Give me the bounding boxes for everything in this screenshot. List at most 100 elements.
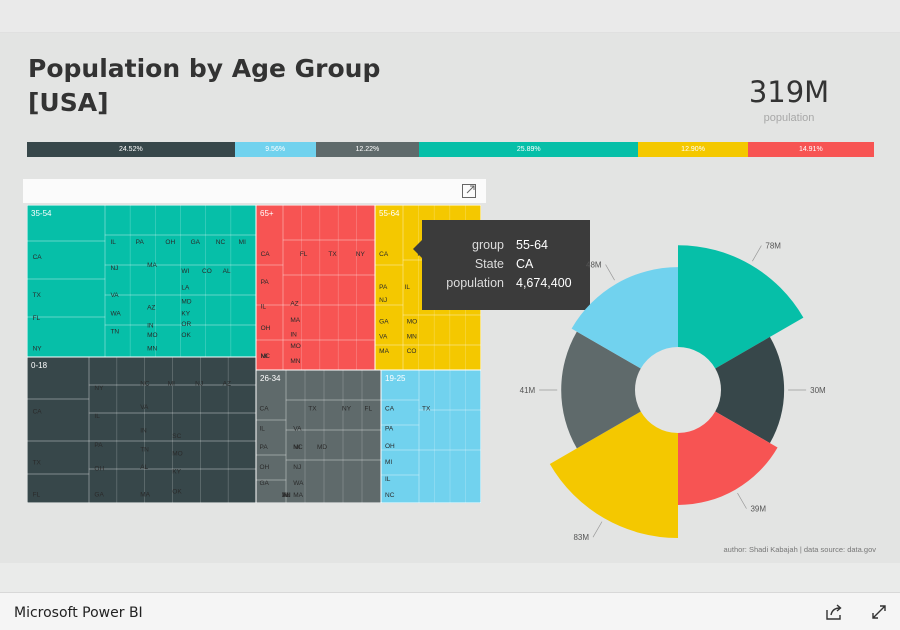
treemap-state-label: TX: [33, 292, 42, 299]
treemap-state-label: IL: [110, 239, 116, 246]
treemap-cell[interactable]: [255, 264, 284, 306]
treemap-cell[interactable]: [255, 419, 287, 456]
treemap-cell[interactable]: [418, 369, 481, 411]
radial-slice[interactable]: [561, 331, 641, 449]
share-segment[interactable]: 12.90%: [638, 142, 748, 157]
treemap-state-label: OK: [181, 332, 191, 339]
treemap-state-label: WI: [181, 268, 189, 275]
treemap-cell[interactable]: [27, 240, 106, 280]
treemap-cell[interactable]: [380, 424, 420, 451]
treemap-state-label: IL: [94, 413, 100, 420]
expand-icon[interactable]: [870, 603, 888, 621]
treemap-state-label: OR: [181, 321, 191, 328]
treemap-state-label: IN: [140, 427, 147, 434]
treemap-state-label: MA: [293, 492, 303, 499]
focus-mode-icon[interactable]: [461, 183, 477, 199]
treemap-state-label: VA: [140, 404, 149, 411]
treemap-state-label: TX: [308, 406, 317, 413]
treemap-cell[interactable]: [255, 304, 284, 341]
treemap-cell[interactable]: [380, 449, 420, 476]
treemap-state-label: PA: [94, 442, 103, 449]
treemap-group[interactable]: 35-54 CA TX FL NY IL PA OH GA NC MI NJ WI CO AL VA MA WA A…: [27, 205, 257, 358]
treemap-state-label: AL: [282, 492, 290, 499]
treemap-cell[interactable]: [27, 473, 90, 503]
radial-slice[interactable]: [571, 267, 678, 369]
treemap-state-label: FL: [33, 315, 41, 322]
treemap-state-label: WI: [282, 492, 290, 499]
treemap-cell[interactable]: [27, 356, 90, 400]
treemap-state-label: IL: [260, 426, 266, 433]
treemap-state-label: CA: [261, 251, 271, 258]
treemap-state-label: TN: [282, 492, 291, 499]
treemap-state-label: IN: [282, 492, 289, 499]
treemap-state-label: NJ: [195, 381, 203, 388]
treemap-state-label: MI: [168, 381, 175, 388]
treemap-group[interactable]: 19-25 CA TX PA OH MI IL NC: [380, 369, 481, 503]
share-segment[interactable]: 9.56%: [234, 142, 316, 157]
radial-data-label: 30M: [810, 386, 826, 395]
treemap-state-label: MO: [172, 451, 182, 458]
treemap-group[interactable]: 26-34 CA TX NY FL IL OH PA GA NC VA NJ MI MD WA MA INTNW…: [255, 369, 382, 503]
tooltip-key: group: [472, 238, 504, 252]
treemap-state-label: AZ: [223, 381, 231, 388]
treemap-state-label: NC: [140, 381, 150, 388]
share-segment[interactable]: 24.52%: [27, 142, 235, 157]
treemap-state-label: OH: [261, 325, 271, 332]
radial-leader-line: [605, 264, 615, 281]
treemap-cell[interactable]: [374, 264, 404, 306]
treemap-state-label: CA: [379, 251, 389, 258]
share-segment[interactable]: 14.91%: [747, 142, 874, 157]
treemap-state-label: MA: [290, 317, 300, 324]
radial-data-label: 78M: [765, 242, 781, 251]
treemap-cell[interactable]: [255, 205, 284, 266]
treemap-cell[interactable]: [27, 398, 90, 442]
treemap-state-label: KY: [181, 310, 190, 317]
treemap-group[interactable]: 0-18 CA TX FL NY IL PA OH GA NC MI NJ VA AZ IN TN AL SC MO…: [27, 356, 257, 503]
treemap-state-label: CA: [33, 408, 43, 415]
treemap-tooltip: group 55-64 State CA population 4,674,40…: [413, 220, 590, 310]
treemap-state-label: TX: [33, 460, 42, 467]
share-icon[interactable]: [824, 603, 844, 621]
treemap-state-label: GA: [379, 318, 389, 325]
treemap-cell[interactable]: [27, 278, 106, 318]
treemap-group-label: 0-18: [31, 361, 48, 370]
treemap-cell[interactable]: [380, 399, 420, 426]
treemap-state-label: NC: [293, 444, 303, 451]
top-bar: [0, 0, 900, 33]
footer-bar: Microsoft Power BI: [0, 592, 900, 630]
treemap-state-label: CO: [407, 348, 417, 355]
treemap-cell[interactable]: [374, 205, 404, 266]
radial-donut-chart[interactable]: 78M 30M 39M 83M 41M 48M: [500, 185, 890, 555]
treemap-cell[interactable]: [255, 369, 287, 421]
treemap-state-label: CA: [260, 406, 270, 413]
treemap-state-label: CO: [202, 268, 212, 275]
radial-slice[interactable]: [549, 411, 678, 539]
radial-slice[interactable]: [678, 411, 778, 505]
radial-data-label: 48M: [586, 261, 602, 270]
treemap-state-label: FL: [300, 251, 308, 258]
treemap-state-label: MA: [147, 262, 157, 269]
treemap-state-label: AL: [223, 268, 231, 275]
treemap-state-label: NC: [385, 492, 395, 499]
treemap-cell[interactable]: [402, 314, 481, 346]
treemap-state-label: CA: [33, 254, 43, 261]
treemap-cell[interactable]: [255, 454, 287, 481]
treemap-cell[interactable]: [418, 409, 481, 451]
treemap-cell[interactable]: [374, 304, 404, 346]
radial-leader-line: [737, 492, 747, 509]
share-segment[interactable]: 12.22%: [315, 142, 420, 157]
radial-slice[interactable]: [678, 245, 804, 369]
treemap-cell[interactable]: [418, 449, 481, 503]
treemap-cell[interactable]: [255, 479, 287, 503]
age-share-bar[interactable]: 24.52% 9.56% 12.22% 25.89% 12.90% 14.91%: [27, 142, 874, 157]
treemap-state-label: CA: [385, 406, 395, 413]
treemap-cell[interactable]: [380, 474, 420, 503]
radial-slice[interactable]: [715, 336, 785, 444]
treemap-group-label: 19-25: [385, 374, 406, 383]
treemap-cell[interactable]: [27, 440, 90, 475]
share-segment[interactable]: 25.89%: [419, 142, 639, 157]
treemap-cell[interactable]: [27, 205, 106, 242]
treemap-state-label: IN: [290, 332, 297, 339]
treemap-cell[interactable]: [380, 369, 420, 401]
